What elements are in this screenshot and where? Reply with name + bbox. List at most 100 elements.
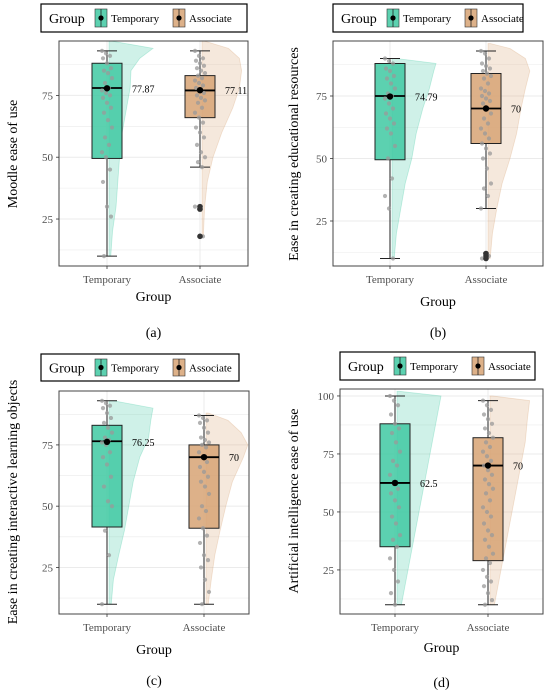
legend-label-associate: Associate [488,361,531,373]
data-point [200,56,206,61]
data-point [203,445,209,450]
data-point [196,450,202,455]
outlier-point [197,206,203,212]
panel-caption: (d) [433,676,450,691]
data-point [386,206,392,211]
data-point [383,66,389,71]
data-point [389,176,395,181]
data-point [192,48,198,53]
legend-label-temporary: Temporary [403,13,452,25]
data-point [206,440,212,445]
data-point [105,425,111,430]
data-point [391,567,397,573]
data-point [485,417,491,422]
data-point [108,66,114,71]
data-point [483,63,489,69]
data-point [200,526,206,531]
panel-border [58,40,249,267]
data-point [483,491,489,496]
data-point [107,167,113,172]
data-point [384,76,390,81]
y-tick-label: 75 [42,440,54,452]
mean-label: 76.25 [132,438,155,449]
data-point [201,135,207,140]
data-point [196,516,202,521]
data-point [104,204,110,209]
data-point [382,56,388,61]
data-point [397,533,403,538]
data-point [483,556,489,561]
x-axis-title: Group [136,290,172,305]
data-point [391,73,397,79]
data-point [478,48,484,54]
data-point [395,403,401,408]
x-tick-label: Associate [179,274,222,286]
data-point [388,131,394,136]
data-point [386,101,392,106]
data-point [196,115,202,120]
mean-marker [196,86,204,94]
data-point [488,458,494,464]
panel-caption: (c) [146,674,162,689]
data-point [204,418,210,423]
data-point [484,403,490,408]
data-point [103,155,109,160]
legend-key-dot [176,364,182,371]
data-point [486,482,492,487]
data-point [485,193,491,199]
y-tick-label: 100 [318,391,335,403]
data-point [193,58,199,63]
legend: Group Temporary Associate [339,351,536,381]
data-point [201,553,207,558]
data-point [107,403,113,408]
data-point [384,126,390,131]
y-tick-label: 25 [316,216,328,228]
y-axis-title: Artificial intelligence ease of use [287,408,302,593]
data-point [387,556,393,561]
data-point [388,591,394,596]
mean-label: 70 [229,453,239,464]
legend-title: Group [348,360,384,375]
data-point [387,472,393,477]
mean-label: 70 [513,462,523,473]
chart-panel-2: Group Temporary Associate 74.79 70 25 50 75 Temp… [287,3,544,341]
chart-panel-4: Group Temporary Associate 62.5 70 25 50 75 100 Te… [287,351,544,691]
mean-marker [386,93,394,100]
y-axis-title: Moodle ease of use [6,100,21,208]
mean-marker [103,438,111,446]
series-associate: 70 [472,395,531,607]
data-point [103,90,109,96]
data-point [480,505,486,510]
chart-panel-1: Group Temporary Associate 77.87 77.11 25 50 75 T… [6,3,249,341]
series-temporary: 77.87 [91,40,155,259]
data-point [490,435,496,440]
data-point [480,398,486,403]
data-point [107,450,113,455]
data-point [482,51,488,56]
data-point [99,88,105,93]
legend-label-associate: Associate [481,13,524,25]
mean-marker [103,85,111,92]
legend-label-temporary: Temporary [410,361,459,373]
data-point [101,484,107,489]
data-point [198,479,204,484]
data-point [196,413,202,418]
series-associate: 70 [470,43,531,262]
legend: Group Temporary Associate [40,3,248,33]
data-point [197,540,203,546]
data-point [109,75,115,81]
data-point [199,442,205,448]
data-point [389,514,395,519]
data-point [205,557,211,563]
data-point [478,86,484,91]
data-point [388,412,394,417]
data-point [490,551,496,556]
data-point [104,61,110,66]
data-point [487,66,493,71]
data-point [390,106,396,111]
series-temporary: 74.79 [374,56,438,261]
data-point [199,75,205,81]
data-point [482,537,488,542]
y-tick-label: 50 [42,152,54,164]
data-point [390,458,396,464]
